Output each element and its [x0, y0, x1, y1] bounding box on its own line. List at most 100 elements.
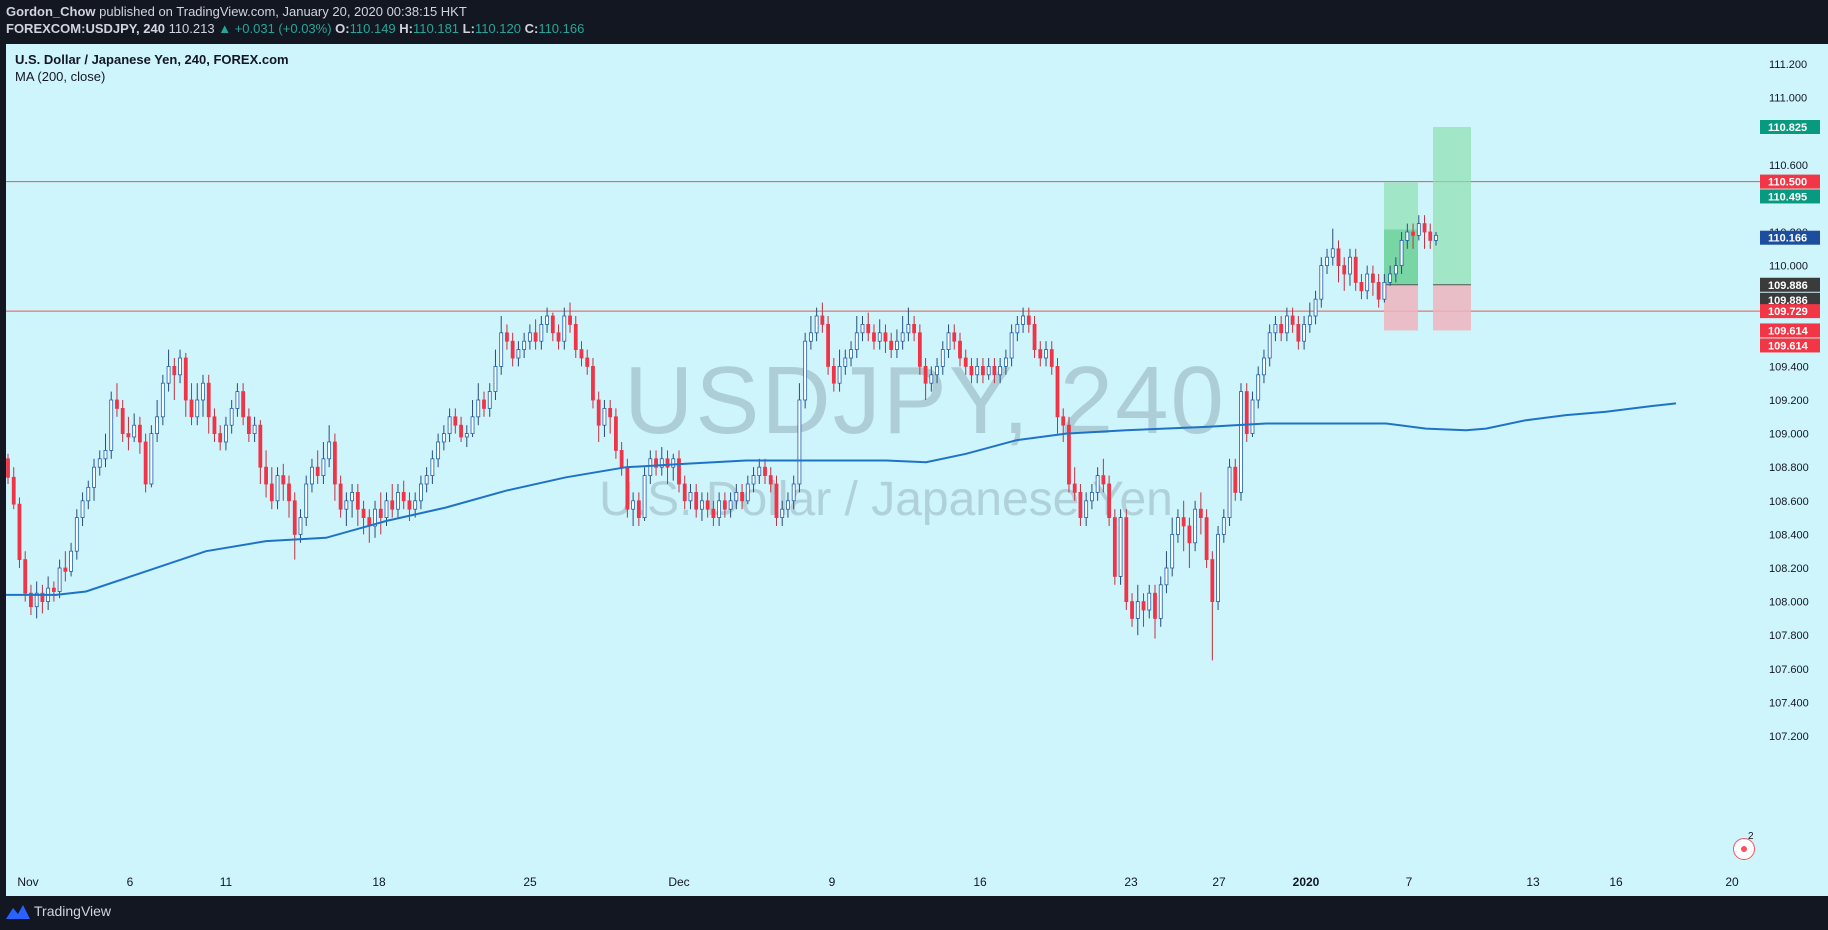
candle	[436, 441, 441, 460]
candle	[602, 407, 607, 426]
candle	[636, 500, 641, 518]
price-tick-label: 108.200	[1769, 563, 1809, 575]
time-tick-label: 6	[127, 875, 134, 889]
alert-count: 2	[1748, 831, 1754, 842]
candle	[401, 491, 406, 502]
candle	[1026, 315, 1031, 325]
candle	[1359, 281, 1364, 292]
candle	[160, 382, 165, 418]
candle	[120, 407, 125, 434]
candle	[596, 399, 601, 426]
candle	[1164, 567, 1169, 586]
candle	[774, 483, 779, 518]
candle	[906, 323, 911, 334]
legend-indicator[interactable]: MA (200, close)	[15, 69, 106, 84]
price-label: 109.614	[1768, 340, 1809, 352]
candle	[631, 500, 636, 510]
candle	[1376, 281, 1381, 300]
position-target-zone-1	[1433, 127, 1471, 285]
candle	[355, 491, 360, 510]
candle	[109, 399, 114, 451]
candle	[459, 424, 463, 438]
candle	[585, 357, 590, 367]
candle	[453, 416, 458, 426]
alert-icon[interactable]: 2	[1733, 831, 1755, 860]
price-label-bg	[1760, 323, 1820, 338]
candle	[510, 340, 515, 359]
candle	[659, 458, 664, 468]
candle	[860, 323, 865, 334]
open-value: 110.149	[349, 21, 396, 36]
candle	[952, 332, 957, 342]
tradingview-logo[interactable]: TradingView	[6, 903, 111, 920]
candle	[791, 483, 796, 502]
candle	[1330, 248, 1335, 258]
price-label: 110.825	[1768, 122, 1807, 134]
candle	[373, 508, 377, 527]
chart-pane[interactable]: USDJPY, 240 U.S. Dollar / Japanese Yen U…	[6, 44, 1760, 896]
price-axis-labels: 111.200111.000110.600110.400110.200110.0…	[1760, 59, 1820, 743]
candle	[378, 508, 383, 519]
price-label-bg	[1760, 304, 1820, 319]
candlestick-chart[interactable]	[6, 44, 1760, 896]
candle	[1055, 365, 1060, 418]
candle	[97, 458, 102, 468]
candle	[763, 466, 767, 477]
candle	[441, 433, 446, 443]
candle	[935, 365, 939, 376]
price-label: 110.500	[1768, 177, 1807, 189]
time-tick-label: 13	[1526, 875, 1540, 889]
candle	[539, 323, 544, 342]
candle	[407, 500, 412, 510]
candle	[155, 416, 160, 434]
candle	[1313, 298, 1318, 317]
candle	[1210, 559, 1215, 602]
candle	[917, 332, 922, 367]
candle	[900, 332, 905, 342]
price-tick-label: 109.200	[1769, 395, 1809, 407]
candle	[1399, 239, 1404, 266]
candle	[740, 491, 744, 502]
price-label-bg	[1760, 292, 1820, 307]
price-label-bg	[1760, 189, 1820, 204]
candle	[579, 349, 584, 359]
low-value: 110.120	[474, 21, 521, 36]
publisher-name[interactable]: Gordon_Chow	[6, 4, 96, 19]
candle	[74, 517, 79, 552]
time-tick-label: 11	[220, 875, 233, 889]
candle	[808, 332, 813, 342]
legend-title[interactable]: U.S. Dollar / Japanese Yen, 240, FOREX.c…	[15, 52, 289, 67]
candle	[757, 466, 762, 477]
open-label: O:	[335, 21, 350, 36]
candle	[1434, 234, 1438, 241]
candle	[722, 500, 727, 510]
time-axis[interactable]: Nov 6 11 18 25 Dec 9 16 23 27 2020 7 13 16 20	[6, 866, 1760, 896]
price-label: 109.886	[1768, 280, 1808, 292]
candle	[912, 323, 917, 334]
price-tick-label: 110.000	[1769, 261, 1808, 273]
watermark-symbol: USDJPY, 240	[624, 347, 1226, 454]
candle	[344, 500, 349, 510]
candle	[11, 476, 16, 505]
close-value: 110.166	[538, 21, 585, 36]
candle	[1353, 256, 1358, 283]
price-tick-label: 111.200	[1769, 59, 1807, 71]
candle	[826, 323, 830, 367]
symbol-quote: FOREXCOM:USDJPY, 240 110.213 ▲ +0.031 (+…	[6, 21, 584, 36]
price-tick-label: 107.200	[1769, 731, 1809, 743]
candle	[1176, 517, 1180, 535]
candle	[1090, 491, 1094, 502]
candle	[843, 357, 848, 367]
high-value: 110.181	[413, 21, 460, 36]
candle	[568, 315, 572, 325]
price-axis[interactable]: 111.200111.000110.600110.400110.200110.0…	[1760, 44, 1828, 896]
candle	[1193, 508, 1198, 544]
time-tick-label: Nov	[17, 875, 38, 889]
candle	[224, 424, 228, 443]
candle	[1319, 265, 1324, 300]
candle	[1021, 315, 1025, 325]
candle	[384, 500, 389, 518]
candle	[470, 416, 475, 434]
candle	[1170, 533, 1175, 569]
candle	[92, 466, 96, 488]
